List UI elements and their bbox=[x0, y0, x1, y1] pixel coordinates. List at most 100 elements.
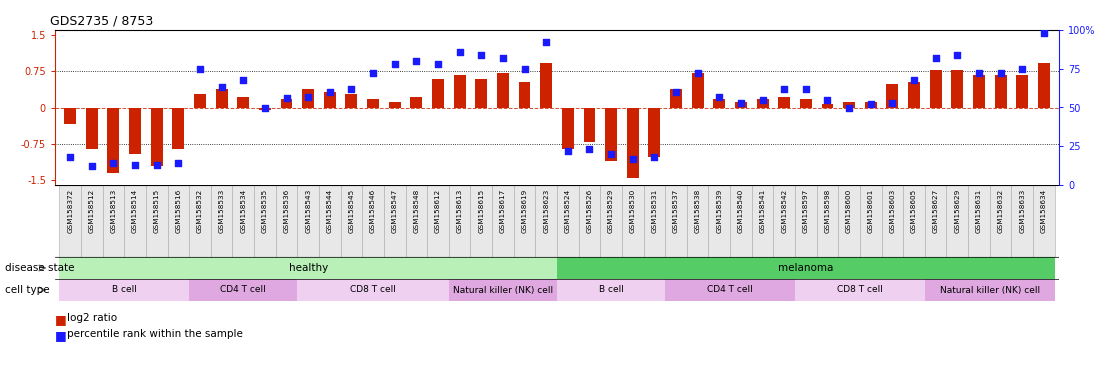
Point bbox=[494, 55, 511, 61]
Point bbox=[191, 66, 208, 72]
Point bbox=[711, 94, 728, 100]
Bar bbox=[925, 185, 947, 257]
Bar bbox=[189, 185, 211, 257]
Bar bbox=[103, 185, 124, 257]
Bar bbox=[513, 185, 535, 257]
Bar bbox=[816, 185, 838, 257]
Text: melanoma: melanoma bbox=[778, 263, 834, 273]
Bar bbox=[882, 185, 903, 257]
Point bbox=[126, 162, 144, 168]
Text: GSM158544: GSM158544 bbox=[327, 189, 332, 233]
Bar bbox=[86, 108, 98, 149]
Point bbox=[667, 89, 685, 95]
Text: GSM158535: GSM158535 bbox=[262, 189, 268, 233]
Text: GSM158597: GSM158597 bbox=[803, 189, 808, 233]
Bar bbox=[341, 185, 362, 257]
Bar bbox=[864, 102, 877, 108]
Bar bbox=[557, 257, 1054, 279]
Point bbox=[299, 94, 317, 100]
Point bbox=[1014, 66, 1031, 72]
Bar bbox=[275, 185, 297, 257]
Text: GSM158524: GSM158524 bbox=[565, 189, 570, 233]
Text: Natural killer (NK) cell: Natural killer (NK) cell bbox=[453, 285, 553, 295]
Bar bbox=[535, 185, 557, 257]
Text: GSM158632: GSM158632 bbox=[997, 189, 1004, 233]
Point bbox=[624, 156, 642, 162]
Text: GSM158372: GSM158372 bbox=[67, 189, 73, 233]
Text: GSM158543: GSM158543 bbox=[305, 189, 312, 233]
Bar bbox=[713, 99, 725, 108]
Point bbox=[451, 49, 468, 55]
Bar bbox=[540, 63, 552, 108]
Bar bbox=[259, 108, 271, 110]
Bar bbox=[211, 185, 233, 257]
Bar bbox=[1016, 74, 1028, 108]
Bar bbox=[735, 102, 747, 108]
Bar bbox=[584, 108, 596, 142]
Point bbox=[386, 61, 404, 67]
Text: GSM158536: GSM158536 bbox=[283, 189, 290, 233]
Bar bbox=[1033, 185, 1054, 257]
Point bbox=[927, 55, 945, 61]
Bar bbox=[367, 99, 380, 108]
Point bbox=[970, 70, 987, 76]
Point bbox=[104, 160, 122, 166]
Text: GSM158631: GSM158631 bbox=[976, 189, 982, 233]
Point bbox=[840, 104, 858, 111]
Bar bbox=[951, 70, 963, 108]
Point bbox=[278, 95, 295, 101]
Bar bbox=[665, 279, 795, 301]
Bar bbox=[1038, 63, 1050, 108]
Bar bbox=[129, 108, 142, 154]
Bar bbox=[606, 108, 617, 161]
Point bbox=[321, 89, 339, 95]
Point bbox=[256, 104, 273, 111]
Bar bbox=[427, 185, 449, 257]
Text: GSM158547: GSM158547 bbox=[392, 189, 398, 233]
Bar bbox=[65, 108, 76, 124]
Bar bbox=[297, 185, 319, 257]
Text: GSM158598: GSM158598 bbox=[825, 189, 830, 233]
Text: GSM158538: GSM158538 bbox=[694, 189, 701, 233]
Text: GSM158514: GSM158514 bbox=[132, 189, 138, 233]
Text: GSM158617: GSM158617 bbox=[500, 189, 506, 233]
Text: log2 ratio: log2 ratio bbox=[67, 313, 117, 323]
Point bbox=[170, 160, 188, 166]
Bar bbox=[947, 185, 969, 257]
Point bbox=[235, 76, 252, 83]
Bar bbox=[497, 73, 509, 108]
Bar bbox=[903, 185, 925, 257]
Bar bbox=[709, 185, 731, 257]
Text: GSM158529: GSM158529 bbox=[608, 189, 614, 233]
Bar bbox=[297, 279, 449, 301]
Text: GSM158615: GSM158615 bbox=[478, 189, 484, 233]
Text: GSM158513: GSM158513 bbox=[111, 189, 116, 233]
Bar bbox=[59, 279, 189, 301]
Point bbox=[473, 52, 490, 58]
Point bbox=[949, 52, 966, 58]
Bar bbox=[795, 185, 816, 257]
Bar bbox=[281, 99, 293, 108]
Bar bbox=[644, 185, 665, 257]
Bar bbox=[626, 108, 638, 178]
Bar bbox=[578, 185, 600, 257]
Bar bbox=[406, 185, 427, 257]
Text: disease state: disease state bbox=[5, 263, 75, 273]
Bar bbox=[670, 89, 682, 108]
Bar bbox=[925, 279, 1054, 301]
Point bbox=[213, 84, 230, 90]
Bar bbox=[302, 89, 314, 108]
Text: GSM158531: GSM158531 bbox=[652, 189, 657, 233]
Bar bbox=[146, 185, 168, 257]
Point bbox=[732, 100, 749, 106]
Text: GSM158627: GSM158627 bbox=[932, 189, 939, 233]
Bar bbox=[194, 94, 206, 108]
Text: GSM158601: GSM158601 bbox=[868, 189, 873, 233]
Bar bbox=[687, 185, 709, 257]
Bar bbox=[519, 82, 531, 108]
Text: CD4 T cell: CD4 T cell bbox=[708, 285, 753, 295]
Text: GSM158603: GSM158603 bbox=[890, 189, 895, 233]
Text: CD8 T cell: CD8 T cell bbox=[837, 285, 883, 295]
Point bbox=[754, 97, 771, 103]
Text: GSM158512: GSM158512 bbox=[89, 189, 94, 233]
